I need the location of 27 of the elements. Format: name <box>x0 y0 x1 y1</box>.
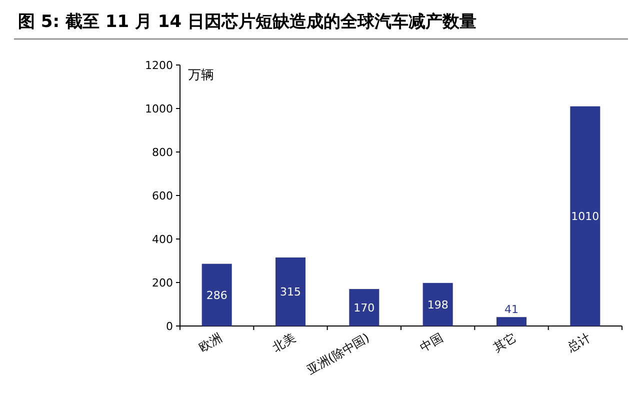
bar <box>349 289 380 326</box>
x-tick-label: 其它 <box>491 330 519 355</box>
y-tick-label: 1200 <box>145 59 173 72</box>
x-tick-label: 总计 <box>564 330 593 356</box>
y-tick-label: 200 <box>152 276 173 290</box>
bar <box>496 317 526 326</box>
y-tick-label: 800 <box>152 146 173 159</box>
bar <box>202 264 232 326</box>
data-label: 198 <box>427 298 448 312</box>
data-label: 1010 <box>571 210 600 224</box>
x-tick-label: 中国 <box>418 330 446 355</box>
data-label: 315 <box>280 286 301 299</box>
y-axis-title: 万辆 <box>188 68 214 83</box>
data-label: 170 <box>354 302 375 315</box>
y-tick-label: 400 <box>152 233 173 246</box>
data-label: 286 <box>206 288 228 302</box>
data-label: 41 <box>504 303 518 316</box>
chart-title: 图 5: 截至 11 月 14 日因芯片短缺造成的全球汽车减产数量 <box>18 12 476 32</box>
bar <box>570 106 600 326</box>
x-tick-label: 北美 <box>270 330 298 355</box>
bar <box>422 282 453 326</box>
x-tick-label: 欧洲 <box>196 330 224 355</box>
x-tick-label: 亚洲(除中国) <box>304 330 372 378</box>
y-tick-label: 600 <box>152 190 173 202</box>
bar <box>276 257 306 326</box>
y-tick-label: 1000 <box>145 102 173 116</box>
y-tick-label: 0 <box>166 320 173 333</box>
